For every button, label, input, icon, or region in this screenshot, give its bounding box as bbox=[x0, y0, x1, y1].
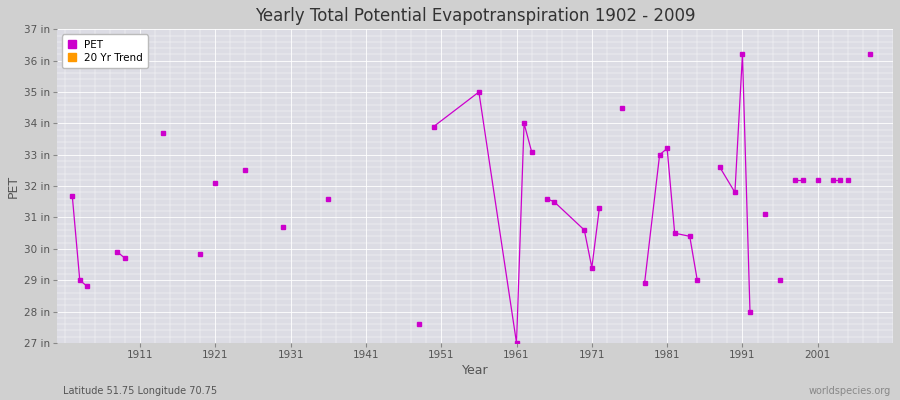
Text: worldspecies.org: worldspecies.org bbox=[809, 386, 891, 396]
Text: Latitude 51.75 Longitude 70.75: Latitude 51.75 Longitude 70.75 bbox=[63, 386, 217, 396]
Legend: PET, 20 Yr Trend: PET, 20 Yr Trend bbox=[62, 34, 148, 68]
Title: Yearly Total Potential Evapotranspiration 1902 - 2009: Yearly Total Potential Evapotranspiratio… bbox=[255, 7, 696, 25]
Y-axis label: PET: PET bbox=[7, 174, 20, 198]
X-axis label: Year: Year bbox=[462, 364, 489, 377]
